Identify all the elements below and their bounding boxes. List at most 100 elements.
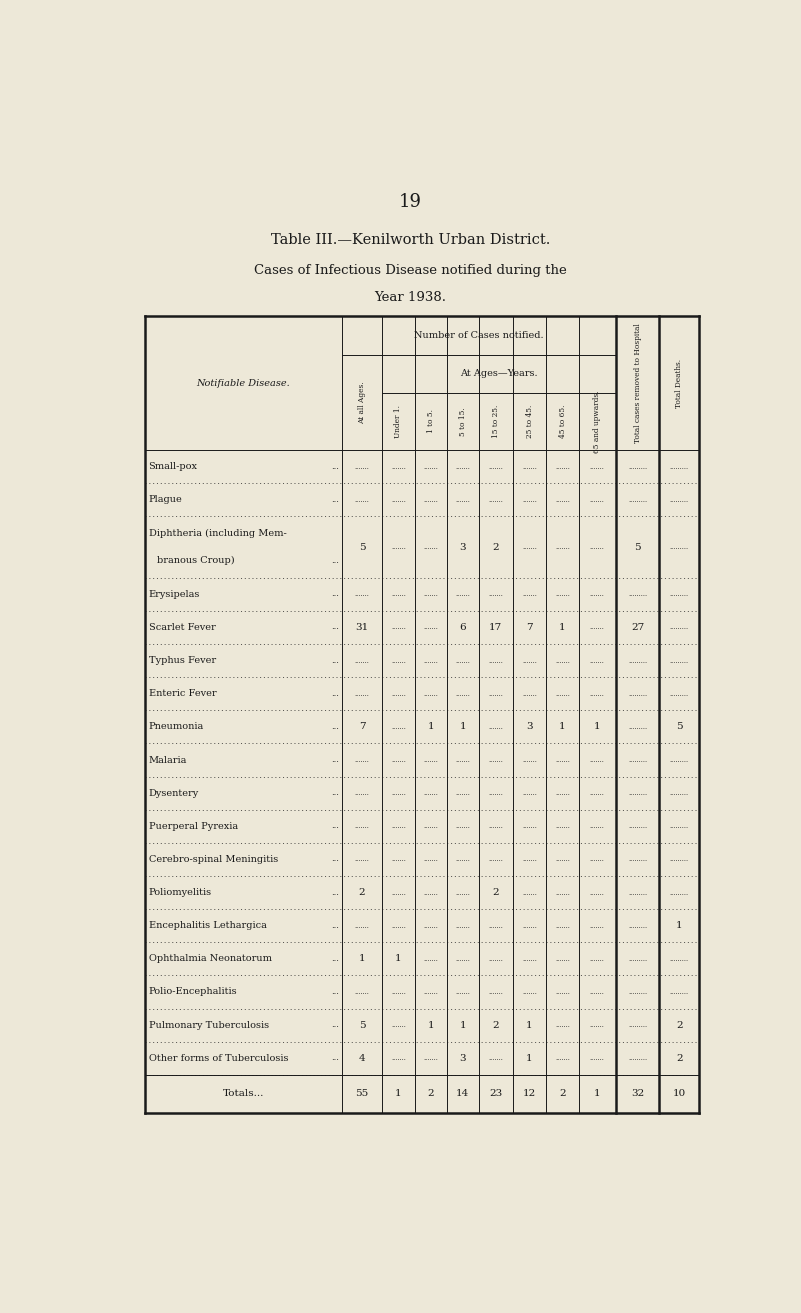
Text: .......: ....... [423,544,438,551]
Text: .......: ....... [522,591,537,599]
Text: .......: ....... [456,856,470,864]
Text: .......: ....... [555,1054,570,1062]
Text: .......: ....... [391,1054,406,1062]
Text: .......: ....... [355,591,369,599]
Text: .......: ....... [590,689,605,697]
Text: .......: ....... [423,889,438,897]
Text: .......: ....... [489,756,503,764]
Text: ...: ... [332,689,339,697]
Text: 2: 2 [493,888,499,897]
Text: 5: 5 [676,722,682,731]
Text: .........: ......... [670,591,689,599]
Text: .......: ....... [590,496,605,504]
Text: 1: 1 [594,722,601,731]
Text: Cases of Infectious Disease notified during the: Cases of Infectious Disease notified dur… [254,264,567,277]
Text: .........: ......... [670,822,689,830]
Text: 55: 55 [356,1090,368,1099]
Text: ...: ... [332,1022,339,1029]
Text: 1: 1 [460,1020,466,1029]
Text: .........: ......... [628,1022,647,1029]
Text: 1: 1 [526,1020,533,1029]
Text: .......: ....... [522,496,537,504]
Text: .........: ......... [670,656,689,664]
Text: .........: ......... [628,1054,647,1062]
Text: .........: ......... [670,789,689,797]
Text: 1: 1 [427,1020,434,1029]
Text: 1: 1 [460,722,466,731]
Text: 5: 5 [634,542,641,551]
Text: Dysentery: Dysentery [148,789,199,797]
Text: .......: ....... [391,856,406,864]
Text: .......: ....... [555,955,570,962]
Text: .......: ....... [456,889,470,897]
Text: .......: ....... [456,591,470,599]
Text: .......: ....... [590,1054,605,1062]
Text: 5 to 15.: 5 to 15. [459,407,467,436]
Text: .......: ....... [489,591,503,599]
Text: 23: 23 [489,1090,502,1099]
Text: .......: ....... [355,922,369,930]
Text: Erysipelas: Erysipelas [148,590,200,599]
Text: .........: ......... [670,955,689,962]
Text: 10: 10 [673,1090,686,1099]
Text: .......: ....... [555,689,570,697]
Text: Number of Cases notified.: Number of Cases notified. [414,331,544,340]
Text: .........: ......... [670,496,689,504]
Text: .......: ....... [423,462,438,470]
Text: .........: ......... [670,689,689,697]
Text: 31: 31 [356,622,368,632]
Text: .......: ....... [555,789,570,797]
Text: Other forms of Tuberculosis: Other forms of Tuberculosis [148,1054,288,1062]
Text: ...: ... [332,1054,339,1062]
Text: .......: ....... [423,624,438,632]
Text: 45 to 65.: 45 to 65. [558,404,566,439]
Text: .......: ....... [590,544,605,551]
Text: .......: ....... [489,689,503,697]
Text: Notifiable Disease.: Notifiable Disease. [196,378,290,387]
Text: .......: ....... [423,656,438,664]
Text: .......: ....... [590,922,605,930]
Text: .......: ....... [522,689,537,697]
Text: Typhus Fever: Typhus Fever [148,656,215,666]
Text: .......: ....... [391,723,406,731]
Text: ...: ... [332,889,339,897]
Text: .......: ....... [489,955,503,962]
Text: Table III.—Kenilworth Urban District.: Table III.—Kenilworth Urban District. [271,234,550,247]
Text: 4: 4 [359,1054,365,1062]
Text: .......: ....... [555,591,570,599]
Text: 2: 2 [427,1090,434,1099]
Text: 27: 27 [631,622,644,632]
Text: ...: ... [332,656,339,664]
Text: 5: 5 [359,542,365,551]
Text: .......: ....... [590,624,605,632]
Text: .......: ....... [391,656,406,664]
Text: .........: ......... [628,922,647,930]
Text: .......: ....... [423,756,438,764]
Text: .........: ......... [670,756,689,764]
Text: .......: ....... [489,856,503,864]
Text: Totals...: Totals... [223,1090,264,1099]
Text: 2: 2 [493,1020,499,1029]
Text: .......: ....... [391,987,406,997]
Text: 32: 32 [631,1090,644,1099]
Text: .......: ....... [355,822,369,830]
Text: .........: ......... [628,462,647,470]
Text: 7: 7 [359,722,365,731]
Text: Encephalitis Lethargica: Encephalitis Lethargica [148,922,267,930]
Text: 2: 2 [493,542,499,551]
Text: .......: ....... [423,1054,438,1062]
Text: .......: ....... [555,656,570,664]
Text: 1: 1 [559,722,566,731]
Text: .......: ....... [555,756,570,764]
Text: .......: ....... [489,987,503,997]
Text: 3: 3 [460,542,466,551]
Text: .......: ....... [590,656,605,664]
Text: .......: ....... [391,889,406,897]
Text: .......: ....... [423,856,438,864]
Text: .......: ....... [489,822,503,830]
Text: Diphtheria (including Mem-: Diphtheria (including Mem- [148,529,286,538]
Text: Cerebro-spinal Meningitis: Cerebro-spinal Meningitis [148,855,278,864]
Text: .......: ....... [456,656,470,664]
Text: .......: ....... [456,822,470,830]
Text: 1 to 5.: 1 to 5. [427,410,435,433]
